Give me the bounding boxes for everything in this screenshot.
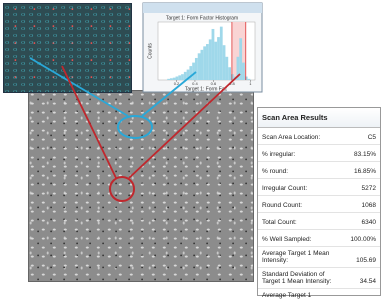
microscopy-image [28, 90, 254, 282]
bar [217, 37, 220, 80]
red-arrow [61, 65, 117, 179]
blue-arrow [141, 71, 197, 117]
bar [242, 62, 245, 80]
bar [167, 78, 171, 80]
x-tick-label: 0.8 [229, 81, 235, 86]
table-row: % irregular: 83.15% [258, 145, 380, 162]
table-row: Irregular Count: 5272 [258, 179, 380, 196]
blue-arrow [29, 57, 129, 117]
x-axis-label: Target 1: Form Fac [185, 86, 228, 92]
bar [206, 44, 209, 80]
bar [189, 66, 193, 80]
blue-circle [117, 115, 153, 139]
bar [178, 75, 182, 80]
red-circle [109, 176, 135, 202]
bar [211, 28, 215, 80]
red-arrow [128, 73, 241, 179]
table-row: Average Target 1 Mean Intensity: 105.69 [258, 247, 380, 268]
row-label: Standard Deviation of Target 1 Mean Inte… [262, 271, 332, 285]
row-label: Round Count: [262, 202, 303, 209]
table-row: Average Target 1 Integrated Intensity:38… [258, 289, 380, 299]
row-value: 1068 [361, 202, 376, 209]
window-title-bar [143, 3, 262, 13]
bar [222, 45, 226, 80]
row-value: 5272 [361, 185, 376, 192]
x-tick-label: 0.2 [174, 81, 180, 86]
table-row: % Well Sampled: 100.00% [258, 230, 380, 247]
bar [228, 67, 231, 80]
table-row: Standard Deviation of Target 1 Mean Inte… [258, 268, 380, 289]
table-row: % round: 16.85% [258, 162, 380, 179]
row-label: Average Target 1 Mean Intensity: [262, 250, 330, 264]
row-label: % round: [262, 168, 289, 175]
bar [225, 56, 229, 80]
bar [244, 76, 248, 80]
segmentation-inset [3, 3, 132, 93]
x-tick-label: 1 [249, 81, 252, 86]
row-label: % irregular: [262, 151, 296, 158]
row-value: 34.54 [359, 278, 376, 285]
table-title: Scan Area Results [258, 108, 380, 128]
results-table: Scan Area Results Scan Area Location: C5%… [257, 107, 381, 299]
row-value: 105.69 [356, 257, 376, 264]
bar [214, 41, 218, 80]
row-label: Total Count: [262, 219, 297, 226]
bar [197, 53, 201, 80]
table-row: Round Count: 1068 [258, 196, 380, 213]
row-value: C5 [367, 134, 376, 141]
bar [236, 56, 240, 80]
bar [200, 49, 204, 80]
bar [194, 57, 198, 80]
bar [183, 71, 187, 80]
bar [230, 74, 234, 80]
bar [186, 69, 190, 80]
bar [172, 77, 176, 80]
row-label: Scan Area Location: [262, 134, 321, 141]
x-tick-label: 0.4 [192, 81, 198, 86]
bar [175, 76, 179, 80]
row-value: 16.85% [353, 168, 376, 175]
histogram-title: Target 1: Form Factor Histogram [166, 15, 238, 21]
bar [208, 39, 212, 80]
bar [192, 62, 195, 80]
row-value: 83.15% [353, 151, 376, 158]
row-label: Irregular Count: [262, 185, 308, 192]
bar [239, 38, 243, 80]
histogram: 0.2 0.4 0.6 0.8 1 [167, 22, 252, 86]
x-tick-label: 0.6 [211, 81, 217, 86]
y-axis-label: Counts [147, 43, 153, 59]
row-label: Average Target 1 Integrated Intensity: [262, 292, 312, 299]
row-label: % Well Sampled: [262, 236, 312, 243]
bar [247, 78, 251, 80]
bar [170, 78, 173, 80]
table-row: Total Count: 6340 [258, 213, 380, 230]
row-value: 100.00% [350, 236, 376, 243]
table-row: Scan Area Location: C5 [258, 128, 380, 145]
bar [219, 26, 223, 80]
bar [181, 74, 184, 80]
bar [203, 46, 207, 80]
row-value: 6340 [361, 219, 376, 226]
